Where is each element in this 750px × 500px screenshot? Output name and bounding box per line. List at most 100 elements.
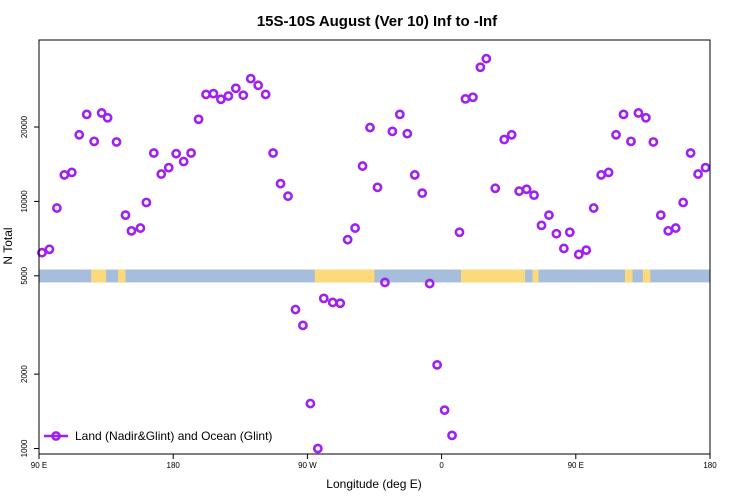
data-point <box>409 170 420 180</box>
data-point <box>521 184 532 195</box>
data-point <box>342 234 353 245</box>
chart-title: 15S-10S August (Ver 10) Inf to -Inf <box>257 13 498 30</box>
data-point <box>350 223 361 233</box>
data-point <box>283 191 293 202</box>
data-point <box>544 210 554 221</box>
data-point <box>141 197 152 208</box>
data-point <box>96 108 107 118</box>
data-point <box>394 109 405 120</box>
data-point <box>506 129 517 140</box>
data-point <box>51 203 62 213</box>
land-segment <box>314 269 375 283</box>
data-point <box>432 359 443 370</box>
data-point <box>468 92 478 103</box>
land-segment <box>642 269 651 283</box>
data-point <box>618 109 629 120</box>
data-point <box>156 169 167 179</box>
data-point <box>655 210 666 221</box>
data-point <box>290 304 301 315</box>
x-tick-label: 90 E <box>568 461 584 470</box>
data-point <box>357 161 368 171</box>
data-point <box>564 227 575 238</box>
data-point <box>529 190 539 201</box>
plot-area <box>37 53 711 454</box>
data-point <box>588 203 599 213</box>
data-point <box>120 210 131 221</box>
data-point <box>633 108 644 118</box>
data-point <box>551 228 562 239</box>
y-tick-label: 5000 <box>20 266 29 284</box>
data-point <box>318 293 329 304</box>
data-point <box>135 223 146 233</box>
x-tick-label: 90 W <box>298 461 317 470</box>
x-axis: 90 E 180 90 W 0 90 E 180 <box>31 454 717 470</box>
data-point <box>245 73 256 84</box>
data-point <box>126 225 137 236</box>
land-segment <box>532 269 539 283</box>
data-point <box>171 148 182 159</box>
data-point <box>648 137 659 147</box>
data-point <box>223 91 234 101</box>
data-point <box>454 227 465 238</box>
data-point <box>700 162 711 173</box>
data-point <box>603 167 614 178</box>
y-tick-label: 2000 <box>20 365 29 383</box>
data-point <box>481 53 492 64</box>
data-point <box>365 122 375 133</box>
data-point <box>163 162 174 173</box>
data-point <box>372 182 383 193</box>
data-point <box>37 247 47 258</box>
data-point <box>230 83 241 94</box>
data-point <box>380 277 390 288</box>
y-axis: 1000 2000 5000 10000 20000 <box>20 115 39 457</box>
y-tick-label: 1000 <box>20 439 29 457</box>
data-point <box>447 430 457 441</box>
data-point <box>208 88 219 99</box>
data-point <box>312 443 323 454</box>
legend-label: Land (Nadir&Glint) and Ocean (Glint) <box>75 429 272 443</box>
legend-marker <box>51 431 61 441</box>
data-point <box>670 223 681 233</box>
data-point <box>148 148 159 158</box>
data-point <box>268 148 279 158</box>
x-tick-label: 180 <box>167 461 181 470</box>
data-point <box>581 245 592 256</box>
data-point <box>66 167 77 178</box>
land-segment <box>460 269 526 283</box>
data-point <box>186 148 196 158</box>
land-segment <box>118 269 126 283</box>
x-tick-label: 180 <box>703 461 717 470</box>
data-point <box>685 148 696 158</box>
data-point <box>417 188 428 199</box>
data-point <box>424 278 435 289</box>
land-segment <box>91 269 107 283</box>
data-point <box>44 244 55 255</box>
data-point <box>260 89 271 100</box>
data-point <box>693 169 703 179</box>
data-point <box>89 136 100 147</box>
y-tick-label: 10000 <box>20 190 29 213</box>
data-point <box>402 128 413 139</box>
data-point <box>275 178 286 189</box>
data-point <box>335 298 346 309</box>
plot-frame <box>38 39 711 455</box>
x-tick-label: 90 E <box>31 461 47 470</box>
data-point <box>558 243 569 254</box>
data-point <box>253 80 264 91</box>
data-point <box>536 220 547 231</box>
y-axis-label: N Total <box>1 227 15 264</box>
data-point <box>475 62 486 73</box>
y-tick-label: 20000 <box>20 115 29 138</box>
data-point <box>238 90 249 101</box>
data-point <box>678 197 689 208</box>
x-tick-label: 0 <box>439 461 444 470</box>
data-point <box>640 112 651 123</box>
data-point <box>499 134 510 145</box>
data-point <box>573 249 584 260</box>
data-point <box>387 126 398 137</box>
data-point <box>81 109 92 120</box>
data-point <box>490 183 501 194</box>
legend: Land (Nadir&Glint) and Ocean (Glint) <box>44 429 272 443</box>
